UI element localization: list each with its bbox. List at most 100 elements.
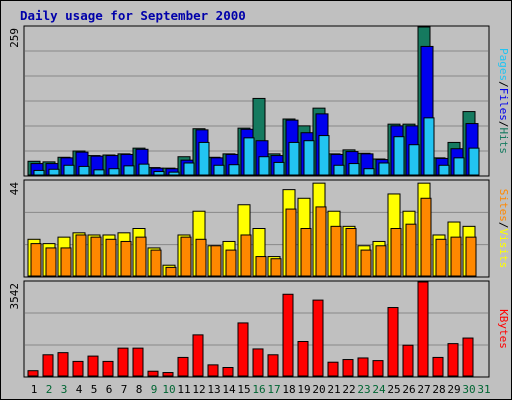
day-label-16: 16 (252, 383, 265, 396)
day-label-29: 29 (447, 383, 460, 396)
bar-kbytes-day-18 (282, 293, 294, 377)
bar-sites-day-11 (180, 236, 192, 277)
bar-kbytes-day-6 (102, 360, 114, 377)
bar-pages-day-25 (393, 136, 405, 176)
bar-sites-day-5 (90, 236, 102, 277)
bar-sites-day-8 (135, 236, 147, 277)
bar-pages-day-3 (63, 164, 75, 176)
legend-separator: / (497, 81, 510, 88)
bar-sites-day-25 (390, 228, 402, 277)
day-label-27: 27 (417, 383, 430, 396)
bar-pages-day-7 (123, 165, 135, 176)
bar-pages-day-26 (408, 144, 420, 176)
day-label-5: 5 (91, 383, 98, 396)
bar-kbytes-day-10 (162, 372, 174, 377)
legend-kbytes: KBytes (497, 309, 510, 349)
bar-sites-day-6 (105, 238, 117, 277)
bar-pages-day-27 (423, 117, 435, 176)
bar-kbytes-day-3 (57, 352, 69, 377)
bar-kbytes-day-25 (387, 307, 399, 377)
bar-sites-day-29 (450, 236, 462, 277)
day-label-18: 18 (282, 383, 295, 396)
bar-pages-day-5 (93, 169, 105, 176)
bar-sites-day-3 (60, 247, 72, 277)
bar-sites-day-14 (225, 249, 237, 277)
day-label-22: 22 (342, 383, 355, 396)
bar-pages-day-2 (48, 168, 60, 176)
bar-sites-day-26 (405, 223, 417, 277)
day-label-25: 25 (387, 383, 400, 396)
day-label-2: 2 (46, 383, 53, 396)
day-label-24: 24 (372, 383, 386, 396)
day-label-31: 31 (477, 383, 490, 396)
bar-kbytes-day-26 (402, 344, 414, 377)
bar-pages-day-15 (243, 137, 255, 176)
bar-pages-day-14 (228, 164, 240, 176)
day-label-12: 12 (192, 383, 205, 396)
bar-pages-day-23 (363, 168, 375, 176)
bar-pages-day-18 (288, 141, 300, 176)
bar-pages-day-4 (78, 165, 90, 176)
day-label-23: 23 (357, 383, 370, 396)
bar-sites-day-22 (345, 228, 357, 277)
bar-kbytes-day-19 (297, 340, 309, 377)
legend-separator: / (497, 121, 510, 128)
bar-pages-day-11 (183, 162, 195, 176)
day-label-28: 28 (432, 383, 445, 396)
legend-visits-sites: Sites/Visits (497, 189, 510, 269)
bar-kbytes-day-20 (312, 299, 324, 377)
panel-kbytes: 3542 KBytes (8, 280, 510, 378)
bar-kbytes-day-4 (72, 360, 84, 377)
bar-sites-day-30 (465, 236, 477, 277)
bar-kbytes-day-11 (177, 356, 189, 377)
bar-kbytes-day-22 (342, 359, 354, 377)
legend-separator: / (497, 222, 510, 229)
bar-kbytes-day-1 (27, 370, 39, 377)
bar-sites-day-28 (435, 238, 447, 277)
legend-item-hits: Hits (497, 128, 510, 155)
ymax-label: 3542 (8, 283, 21, 310)
bar-kbytes-day-29 (447, 343, 459, 377)
day-label-14: 14 (222, 383, 236, 396)
bar-pages-day-16 (258, 156, 270, 176)
bar-pages-day-13 (213, 164, 225, 176)
bar-sites-day-2 (45, 247, 57, 277)
bar-kbytes-day-8 (132, 347, 144, 377)
day-label-6: 6 (106, 383, 113, 396)
day-label-1: 1 (31, 383, 38, 396)
legend-hits-files-pages: Pages/Files/Hits (497, 48, 510, 154)
day-label-11: 11 (177, 383, 190, 396)
bar-sites-day-27 (420, 197, 432, 277)
bar-pages-day-8 (138, 163, 150, 176)
day-label-19: 19 (297, 383, 310, 396)
bar-kbytes-day-14 (222, 367, 234, 377)
bar-sites-day-17 (270, 258, 282, 277)
bar-pages-day-30 (468, 147, 480, 176)
bar-kbytes-day-15 (237, 322, 249, 377)
day-label-8: 8 (136, 383, 143, 396)
ymax-label: 44 (8, 182, 21, 196)
title: Daily usage for September 2000 (20, 8, 246, 23)
bar-kbytes-day-28 (432, 356, 444, 377)
bar-sites-day-20 (315, 206, 327, 277)
bar-kbytes-day-5 (87, 355, 99, 377)
bar-pages-day-20 (318, 135, 330, 176)
legend-item-kbytes: KBytes (497, 309, 510, 349)
day-label-10: 10 (162, 383, 175, 396)
bar-pages-day-24 (378, 162, 390, 176)
legend-item-pages: Pages (497, 48, 510, 81)
day-label-15: 15 (237, 383, 250, 396)
bar-sites-day-24 (375, 245, 387, 277)
bar-kbytes-day-23 (357, 357, 369, 377)
bar-sites-day-18 (285, 208, 297, 277)
bar-pages-day-19 (303, 140, 315, 176)
bar-pages-day-28 (438, 164, 450, 176)
bar-pages-day-22 (348, 163, 360, 176)
day-label-13: 13 (207, 383, 220, 396)
legend-item-visits: Visits (497, 229, 510, 269)
bar-pages-day-17 (273, 161, 285, 176)
day-label-7: 7 (121, 383, 128, 396)
legend-item-sites: Sites (497, 189, 510, 222)
